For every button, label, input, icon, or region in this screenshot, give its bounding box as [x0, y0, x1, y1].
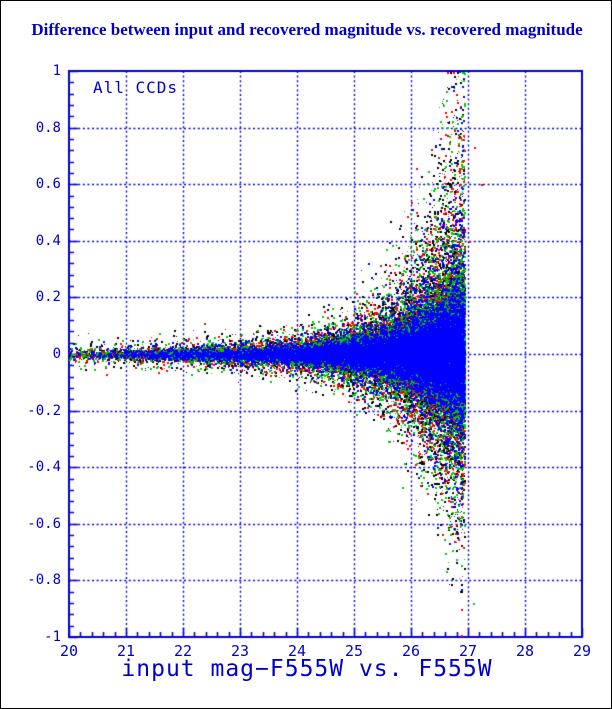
- x-tick-label: 22: [173, 642, 193, 660]
- y-tick-label: -0.2: [27, 403, 61, 419]
- x-tick-label: 28: [515, 642, 535, 660]
- y-tick-label: 0: [52, 346, 61, 362]
- x-tick-label: 29: [572, 642, 592, 660]
- y-tick-label: 0.8: [35, 120, 61, 136]
- all-ccds-annotation: All CCDs: [93, 78, 179, 97]
- x-tick-label: 23: [230, 642, 250, 660]
- y-tick-label: 0.6: [35, 176, 61, 192]
- x-axis-title: input mag−F555W vs. F555W: [121, 656, 493, 682]
- x-tick-label: 26: [401, 642, 421, 660]
- x-tick-label: 21: [116, 642, 136, 660]
- x-tick-label: 24: [287, 642, 307, 660]
- y-tick-label: -1: [44, 629, 61, 645]
- y-tick-label: -0.4: [27, 459, 61, 475]
- y-tick-label: 1: [52, 63, 61, 79]
- y-tick-label: 0.4: [35, 233, 61, 249]
- x-tick-label: 25: [344, 642, 364, 660]
- y-tick-label: -0.6: [27, 516, 61, 532]
- y-tick-label: -0.8: [27, 572, 61, 588]
- x-tick-label: 27: [458, 642, 478, 660]
- y-tick-label: 0.2: [35, 289, 61, 305]
- x-tick-label: 20: [59, 642, 79, 660]
